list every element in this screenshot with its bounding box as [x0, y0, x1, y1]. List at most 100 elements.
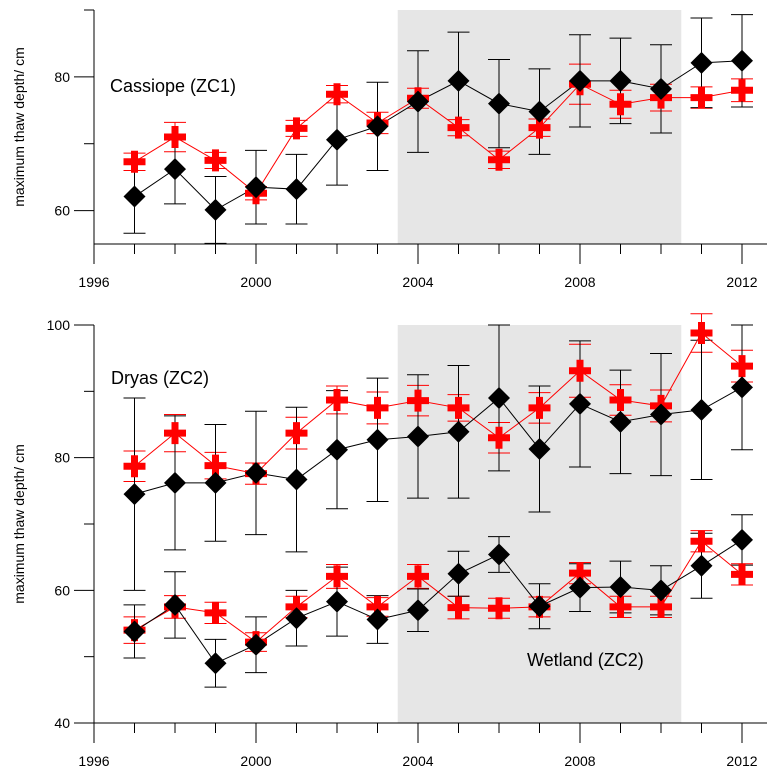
- diamond-point: [731, 376, 753, 399]
- diamond-point: [326, 590, 348, 613]
- diamond-point: [528, 100, 551, 123]
- y-tick-label: 80: [54, 69, 70, 85]
- diamond-point: [285, 607, 308, 630]
- diamond-point: [731, 528, 753, 551]
- dryas-wetland-panel: 1996 2000 2004 2008 2012 40 60 80 100 maximum th…: [11, 313, 767, 769]
- diamond-point: [285, 468, 308, 491]
- x-tick-label: 2000: [240, 753, 271, 769]
- plus-point: [164, 422, 186, 445]
- diamond-point: [650, 579, 672, 602]
- plus-point: [690, 86, 713, 109]
- y-axis-title: maximum thaw depth/ cm: [11, 444, 27, 604]
- diamond-point: [204, 198, 227, 221]
- diamond-point: [569, 69, 591, 92]
- y-tick-label: 40: [54, 715, 70, 731]
- diamond-point: [690, 51, 713, 74]
- diamond-point: [407, 90, 429, 113]
- plus-point: [690, 530, 713, 553]
- diamond-point: [366, 608, 389, 631]
- diamond-point: [569, 576, 591, 599]
- panel-label-wetland: Wetland (ZC2): [527, 650, 644, 670]
- diamond-point: [488, 386, 510, 409]
- diamond-point: [488, 543, 510, 566]
- diamond-point: [164, 158, 186, 181]
- plus-point: [326, 388, 348, 411]
- plus-point: [488, 597, 510, 620]
- plus-point: [731, 563, 753, 586]
- diamond-point: [123, 483, 146, 506]
- diamond-point: [690, 398, 713, 421]
- diamond-point: [123, 620, 146, 643]
- plus-point: [488, 426, 510, 449]
- x-tick-label: 2012: [726, 274, 757, 290]
- plus-point: [488, 148, 510, 171]
- diamond-point: [407, 599, 429, 622]
- plus-point: [569, 562, 591, 585]
- diamond-point: [164, 471, 186, 494]
- plus-point: [609, 595, 632, 618]
- plus-point: [407, 389, 429, 412]
- x-tick-label: 2008: [564, 753, 595, 769]
- diamond-point: [650, 77, 672, 100]
- x-tick-label: 2004: [402, 753, 433, 769]
- series-line: [134, 386, 743, 495]
- y-axis-title: maximum thaw depth/ cm: [11, 47, 27, 207]
- diamond-point: [609, 69, 632, 92]
- plus-point: [731, 79, 753, 102]
- plus-point: [204, 454, 227, 477]
- plus-point: [650, 595, 672, 618]
- plus-point: [609, 388, 632, 411]
- diamond-point: [650, 403, 672, 426]
- plus-point: [123, 455, 146, 478]
- diamond-point: [447, 69, 470, 92]
- diamond-point: [609, 576, 632, 599]
- series-line: [134, 332, 743, 475]
- plus-point: [164, 126, 186, 149]
- plus-point: [528, 396, 551, 419]
- diamond-point: [285, 178, 308, 201]
- diamond-point: [528, 438, 551, 461]
- diamond-point: [609, 410, 632, 433]
- series-line: [134, 60, 743, 211]
- diamond-point: [407, 425, 429, 448]
- plus-point: [285, 595, 308, 618]
- plus-point: [569, 359, 591, 382]
- diamond-point: [366, 115, 389, 138]
- x-tick-label: 1996: [78, 753, 109, 769]
- diamond-point: [204, 471, 227, 494]
- diamond-point: [569, 392, 591, 415]
- plus-point: [366, 396, 389, 419]
- plus-point: [447, 396, 470, 419]
- plus-point: [123, 150, 146, 173]
- plus-point: [528, 116, 551, 139]
- diamond-point: [447, 420, 470, 443]
- diamond-point: [204, 652, 227, 675]
- plus-point: [447, 596, 470, 619]
- diamond-point: [123, 185, 146, 208]
- cassiope-panel: 1996 2000 2004 2008 2012 60 80 maximum thaw de…: [11, 9, 767, 290]
- plus-point: [447, 116, 470, 139]
- diamond-point: [326, 128, 348, 151]
- plus-point: [731, 355, 753, 378]
- plus-point: [690, 321, 713, 344]
- diamond-point: [731, 49, 753, 72]
- diamond-point: [528, 595, 551, 618]
- y-tick-label: 100: [47, 317, 71, 333]
- diamond-point: [245, 633, 267, 656]
- diamond-point: [164, 593, 186, 616]
- plus-point: [285, 422, 308, 445]
- diamond-point: [245, 461, 267, 484]
- plus-point: [204, 601, 227, 624]
- diamond-point: [690, 554, 713, 577]
- diamond-point: [488, 92, 510, 115]
- plus-point: [407, 565, 429, 588]
- panel-label-cassiope: Cassiope (ZC1): [110, 76, 236, 96]
- x-tick-label: 2004: [402, 274, 433, 290]
- diamond-point: [366, 428, 389, 451]
- x-tick-label: 1996: [78, 274, 109, 290]
- plus-point: [366, 595, 389, 618]
- x-tick-label: 2008: [564, 274, 595, 290]
- series-line: [134, 83, 743, 194]
- y-tick-label: 60: [54, 582, 70, 598]
